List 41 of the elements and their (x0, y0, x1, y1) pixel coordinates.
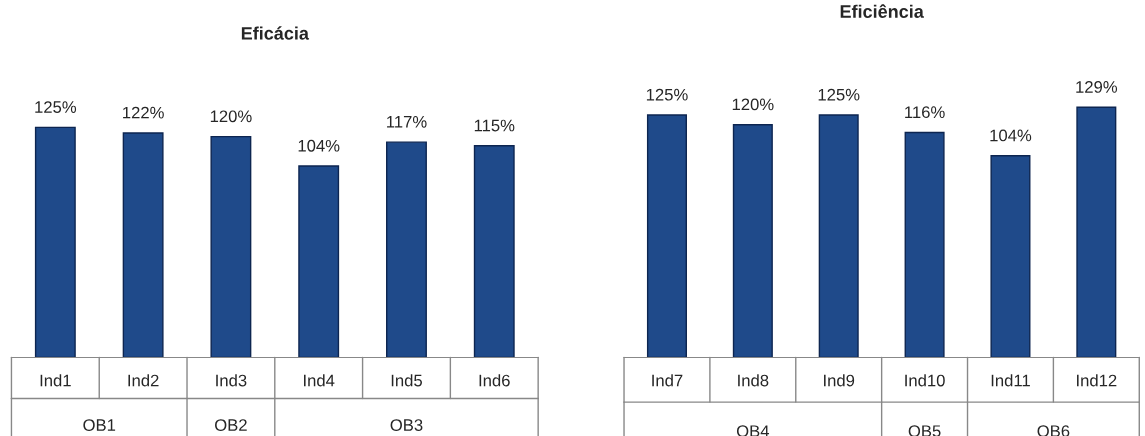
x-tick-label: Ind5 (391, 374, 422, 387)
x-tick-label: Ind6 (479, 374, 510, 387)
data-label: 117% (387, 116, 427, 128)
bar (732, 123, 773, 358)
data-label: 122% (123, 106, 164, 119)
data-label: 120% (732, 98, 774, 111)
bar (990, 155, 1031, 358)
x-tick-label: Ind4 (304, 374, 335, 387)
bar (122, 132, 164, 358)
data-label: 104% (298, 139, 340, 152)
chart-title: Eficácia (241, 26, 310, 40)
x-tick-label: Ind1 (40, 374, 71, 387)
data-label: 129% (1076, 81, 1118, 93)
data-label: 120% (210, 110, 252, 123)
x-tick-label: Ind11 (991, 374, 1030, 387)
x-tick-label: Ind8 (738, 374, 769, 387)
text: OB3 (390, 419, 423, 431)
data-label: 115% (474, 119, 515, 132)
bar (1076, 106, 1117, 358)
data-label: 125% (646, 88, 688, 101)
x-tick-label: Ind2 (128, 374, 159, 387)
data-label: 125% (35, 101, 77, 113)
bar (904, 131, 945, 358)
x-tick-label: Ind3 (216, 374, 247, 387)
data-label: 125% (818, 88, 860, 101)
x-tick-label: Ind9 (824, 374, 855, 387)
bar (298, 165, 340, 358)
data-label: 116% (905, 106, 945, 119)
x-tick-label: Ind7 (652, 374, 683, 387)
bar (473, 145, 515, 358)
x-tick-label: Ind12 (1077, 374, 1117, 387)
x-tick-label: Ind10 (905, 374, 945, 387)
bar (210, 135, 252, 358)
chart-title: Eficiência (840, 4, 924, 18)
text: OB1 (83, 419, 116, 431)
bar (386, 141, 427, 358)
text: OB2 (215, 419, 247, 431)
bar (646, 114, 687, 358)
bar (818, 114, 859, 358)
bar (34, 126, 76, 358)
data-label: 104% (990, 129, 1032, 142)
